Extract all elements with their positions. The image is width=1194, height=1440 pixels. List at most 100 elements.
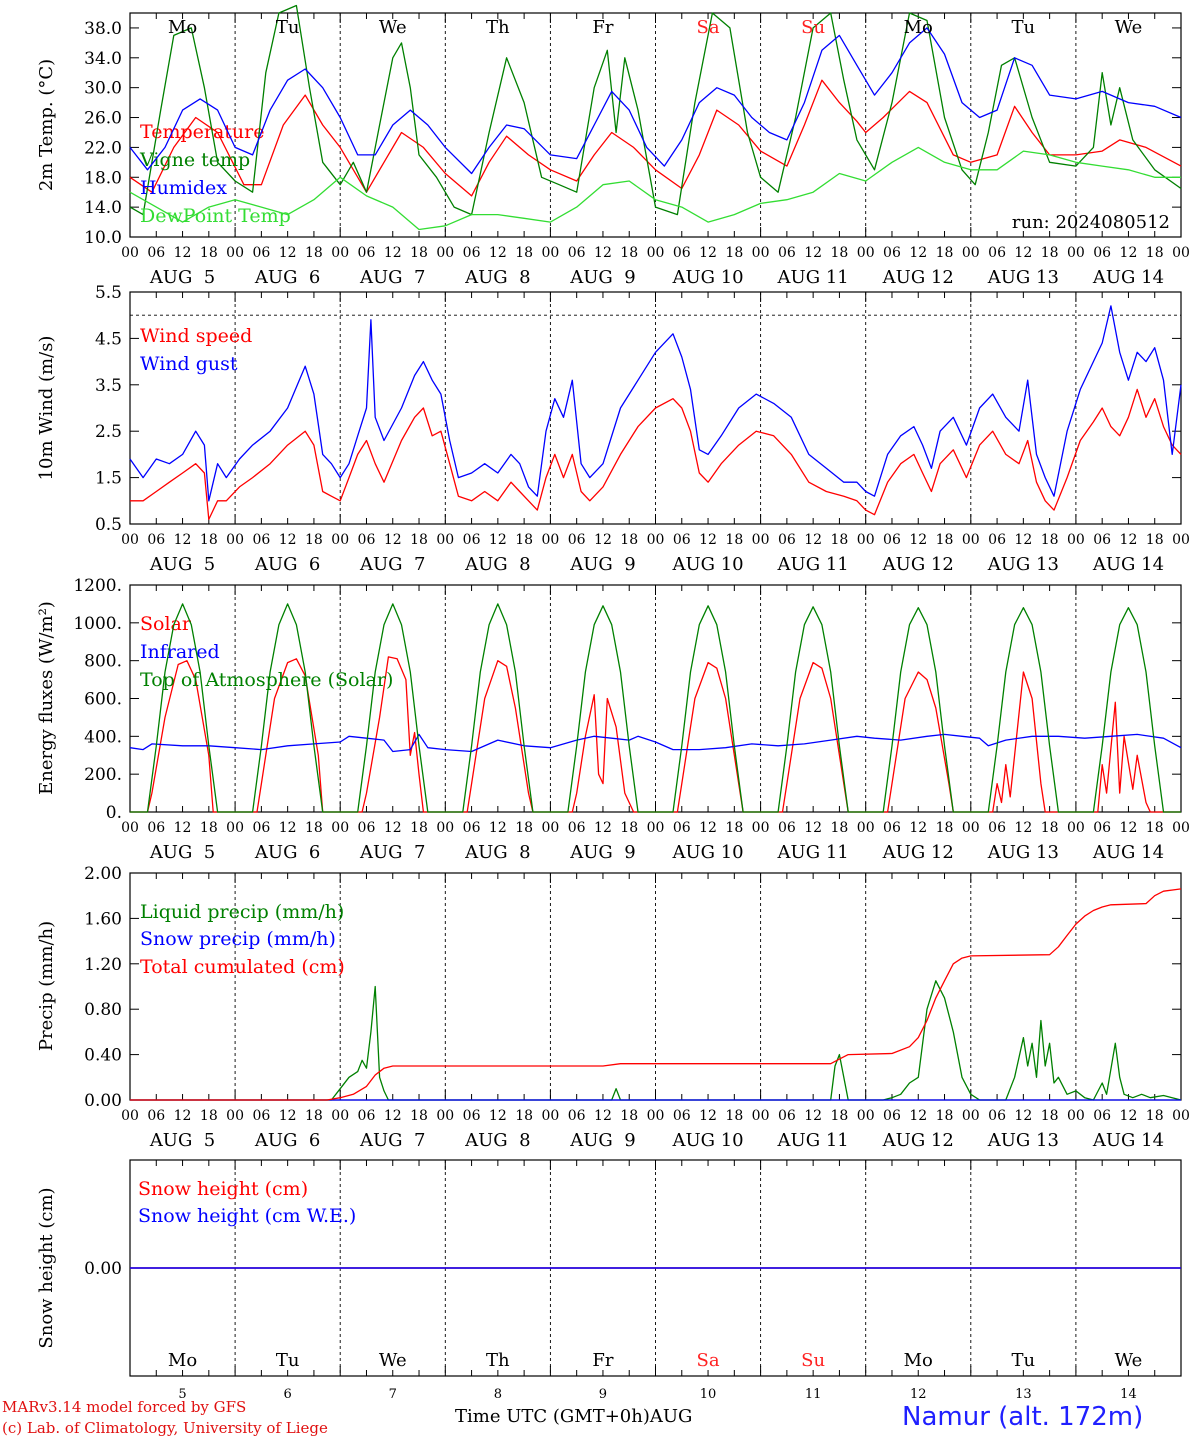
date-label: AUG 6 bbox=[254, 554, 320, 575]
day-name-label: Tu bbox=[276, 17, 300, 38]
date-label: AUG 9 bbox=[569, 1130, 635, 1151]
hour-tick-label: 18 bbox=[1041, 245, 1059, 261]
hour-tick-label: 18 bbox=[200, 532, 218, 548]
hour-tick-label: 18 bbox=[936, 1108, 954, 1124]
hour-tick-label: 06 bbox=[1093, 532, 1111, 548]
day-name-label: Sa bbox=[697, 1350, 720, 1371]
hour-tick-label: 18 bbox=[620, 245, 638, 261]
y-tick-label: 0.00 bbox=[84, 1259, 122, 1279]
hour-tick-label: 06 bbox=[673, 532, 691, 548]
hour-tick-label: 06 bbox=[358, 820, 376, 836]
hour-tick-label: 06 bbox=[988, 245, 1006, 261]
hour-tick-label: 18 bbox=[410, 1108, 428, 1124]
hour-tick-label: 00 bbox=[1172, 820, 1190, 836]
y-tick-label: 1200. bbox=[73, 576, 122, 596]
hour-tick-label: 00 bbox=[647, 1108, 665, 1124]
date-label: AUG 9 bbox=[569, 267, 635, 288]
hour-tick-label: 06 bbox=[147, 245, 165, 261]
day-name-label: Fr bbox=[592, 17, 613, 38]
day-number-label: 10 bbox=[700, 1387, 717, 1402]
legend-entry: Wind gust bbox=[140, 353, 238, 375]
hour-tick-label: 18 bbox=[1041, 1108, 1059, 1124]
hour-tick-label: 12 bbox=[279, 245, 297, 261]
date-label: AUG 11 bbox=[777, 842, 849, 863]
day-number-label: 12 bbox=[910, 1387, 927, 1402]
legend-entry: Solar bbox=[140, 613, 192, 635]
hour-tick-label: 00 bbox=[1067, 245, 1085, 261]
hour-tick-label: 00 bbox=[226, 820, 244, 836]
date-label: AUG 11 bbox=[777, 1130, 849, 1151]
hour-tick-label: 18 bbox=[725, 245, 743, 261]
hour-tick-label: 06 bbox=[883, 245, 901, 261]
y-tick-label: 34.0 bbox=[84, 49, 122, 69]
day-number-label: 9 bbox=[599, 1387, 607, 1402]
hour-tick-label: 18 bbox=[725, 820, 743, 836]
legend-entry: Snow height (cm) bbox=[138, 1178, 308, 1200]
date-label: AUG 11 bbox=[777, 554, 849, 575]
hour-tick-label: 06 bbox=[778, 245, 796, 261]
hour-tick-label: 00 bbox=[962, 820, 980, 836]
hour-tick-label: 12 bbox=[699, 820, 717, 836]
day-name-label: We bbox=[1115, 1350, 1143, 1371]
day-name-label: Tu bbox=[276, 1350, 300, 1371]
hour-tick-label: 00 bbox=[962, 532, 980, 548]
legend-entry: Snow precip (mm/h) bbox=[140, 928, 336, 950]
hour-tick-label: 18 bbox=[515, 1108, 533, 1124]
hour-tick-label: 06 bbox=[778, 820, 796, 836]
y-tick-label: 3.5 bbox=[95, 376, 122, 396]
date-label: AUG 14 bbox=[1092, 1130, 1164, 1151]
day-number-label: 13 bbox=[1015, 1387, 1032, 1402]
hour-tick-label: 18 bbox=[1146, 532, 1164, 548]
hour-tick-label: 18 bbox=[831, 245, 849, 261]
day-name-label: Th bbox=[486, 1350, 510, 1371]
hour-tick-label: 18 bbox=[515, 532, 533, 548]
hour-tick-label: 00 bbox=[647, 532, 665, 548]
hour-tick-label: 00 bbox=[436, 820, 454, 836]
date-label: AUG 10 bbox=[671, 1130, 743, 1151]
hour-tick-label: 06 bbox=[673, 245, 691, 261]
day-name-label: Mo bbox=[168, 1350, 197, 1371]
date-label: AUG 10 bbox=[671, 267, 743, 288]
hour-tick-label: 12 bbox=[909, 532, 927, 548]
hour-tick-label: 12 bbox=[1014, 820, 1032, 836]
hour-tick-label: 00 bbox=[857, 245, 875, 261]
hour-tick-label: 06 bbox=[463, 532, 481, 548]
hour-tick-label: 18 bbox=[1041, 532, 1059, 548]
day-number-label: 5 bbox=[178, 1387, 186, 1402]
hour-tick-label: 06 bbox=[988, 820, 1006, 836]
hour-tick-label: 00 bbox=[1067, 820, 1085, 836]
day-name-label: Fr bbox=[592, 1350, 613, 1371]
hour-tick-label: 00 bbox=[647, 820, 665, 836]
legend-entry: Infrared bbox=[140, 641, 220, 663]
series-line-wind-speed bbox=[130, 388, 1182, 521]
series-line-top-of-atmosphere-solar bbox=[130, 603, 1181, 813]
hour-tick-label: 18 bbox=[305, 245, 323, 261]
date-label: AUG 6 bbox=[254, 1130, 320, 1151]
hour-tick-label: 00 bbox=[1067, 1108, 1085, 1124]
date-label: AUG 8 bbox=[464, 554, 530, 575]
date-label: AUG 13 bbox=[987, 1130, 1059, 1151]
hour-tick-label: 18 bbox=[515, 245, 533, 261]
hour-tick-label: 06 bbox=[883, 532, 901, 548]
hour-tick-label: 18 bbox=[620, 1108, 638, 1124]
legend-entry: Liquid precip (mm/h) bbox=[140, 901, 344, 923]
hour-tick-label: 00 bbox=[331, 1108, 349, 1124]
hour-tick-label: 00 bbox=[541, 820, 559, 836]
hour-tick-label: 06 bbox=[1093, 820, 1111, 836]
hour-tick-label: 12 bbox=[174, 820, 192, 836]
y-axis-label: Snow height (cm) bbox=[36, 1187, 57, 1348]
hour-tick-label: 00 bbox=[857, 532, 875, 548]
date-label: AUG 12 bbox=[882, 842, 954, 863]
hour-tick-label: 12 bbox=[174, 245, 192, 261]
hour-tick-label: 18 bbox=[1146, 820, 1164, 836]
day-name-label: We bbox=[379, 17, 407, 38]
day-name-label: Mo bbox=[904, 17, 933, 38]
day-number-label: 11 bbox=[805, 1387, 822, 1402]
date-label: AUG 7 bbox=[359, 842, 425, 863]
hour-tick-label: 00 bbox=[226, 1108, 244, 1124]
panel-1: 10.0 14.0 18.0 22.0 26.0 30.0 34.0 38.0 2m Temp.… bbox=[36, 4, 1190, 288]
hour-tick-label: 12 bbox=[804, 1108, 822, 1124]
hour-tick-label: 06 bbox=[463, 1108, 481, 1124]
y-tick-label: 30.0 bbox=[84, 79, 122, 99]
hour-tick-label: 12 bbox=[804, 532, 822, 548]
